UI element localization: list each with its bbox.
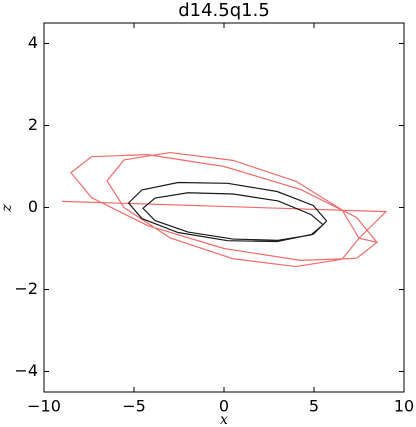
plot-frame bbox=[43, 22, 405, 393]
x-tick-label: 5 bbox=[309, 397, 319, 416]
x-tick-label: 10 bbox=[394, 397, 414, 416]
x-tick-label: 0 bbox=[219, 397, 229, 416]
y-tick-label: 4 bbox=[28, 33, 38, 52]
y-tick-label: −2 bbox=[14, 279, 38, 298]
x-tick-label: −5 bbox=[122, 397, 146, 416]
x-tick-label: −10 bbox=[27, 397, 61, 416]
y-tick-label: 2 bbox=[28, 115, 38, 134]
chart-title: d14.5q1.5 bbox=[178, 0, 270, 21]
y-axis-label: z bbox=[0, 204, 15, 213]
x-axis-label: x bbox=[220, 412, 228, 427]
y-tick-label: −4 bbox=[14, 361, 38, 380]
orbit-line bbox=[127, 181, 328, 243]
orbit-line bbox=[61, 151, 388, 268]
y-tick-label: 0 bbox=[28, 197, 38, 216]
